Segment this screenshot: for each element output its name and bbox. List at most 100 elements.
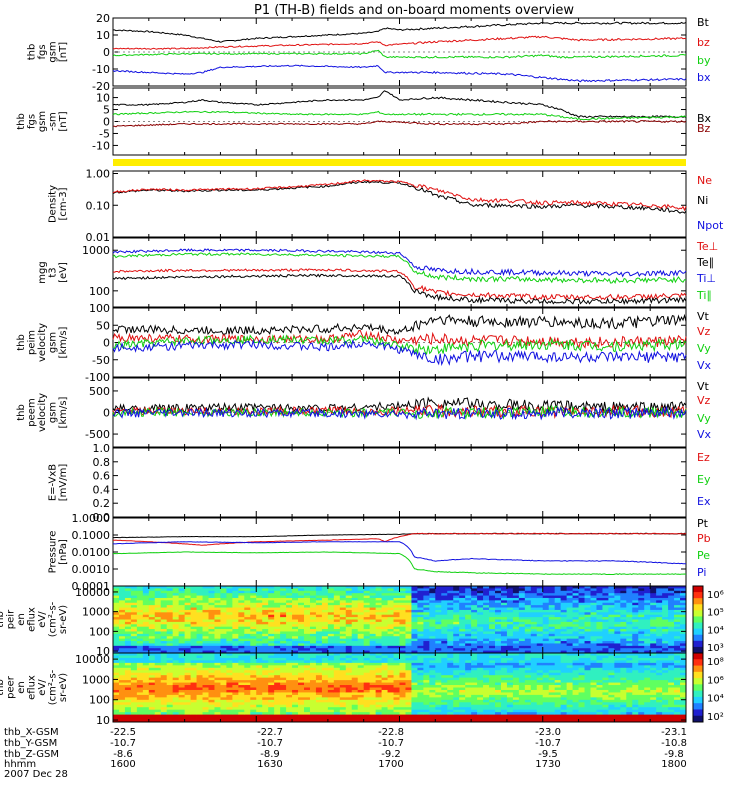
heatmap-cell: [567, 629, 573, 632]
heatmap-cell: [411, 670, 417, 673]
heatmap-cell: [405, 712, 411, 715]
heatmap-cell: [352, 646, 358, 649]
heatmap-cell: [459, 603, 465, 606]
heatmap-cell: [423, 600, 429, 603]
heatmap-cell: [137, 588, 143, 591]
heatmap-cell: [435, 591, 441, 594]
heatmap-cell: [214, 702, 220, 705]
heatmap-cell: [483, 634, 489, 637]
heatmap-cell: [220, 712, 226, 715]
heatmap-cell: [185, 665, 191, 668]
heatmap-cell: [185, 612, 191, 615]
heatmap-cell: [477, 636, 483, 639]
heatmap-cell: [346, 596, 352, 599]
heatmap-cell: [167, 675, 173, 678]
heatmap-cell: [614, 636, 620, 639]
heatmap-cell: [161, 627, 167, 630]
heatmap-cell: [143, 631, 149, 634]
heatmap-cell: [328, 629, 334, 632]
heatmap-cell: [352, 636, 358, 639]
heatmap-cell: [232, 700, 238, 703]
heatmap-cell: [125, 660, 131, 663]
heatmap-cell: [459, 615, 465, 618]
heatmap-cell: [543, 617, 549, 620]
heatmap-cell: [274, 702, 280, 705]
heatmap-cell: [143, 710, 149, 713]
heatmap-cell: [209, 663, 215, 666]
heatmap-cell: [137, 600, 143, 603]
heatmap-cell: [358, 624, 364, 627]
heatmap-cell: [394, 670, 400, 673]
heatmap-cell: [340, 593, 346, 596]
y-tick-label: 1.0000: [72, 512, 111, 525]
heatmap-cell: [382, 690, 388, 693]
heatmap-cell: [447, 707, 453, 710]
heatmap-cell: [262, 655, 268, 658]
heatmap-cell: [191, 617, 197, 620]
heatmap-cell: [268, 608, 274, 611]
heatmap-cell: [561, 641, 567, 644]
heatmap-cell: [232, 615, 238, 618]
heatmap-cell: [113, 705, 119, 708]
heatmap-cell: [495, 643, 501, 646]
heatmap-cell: [495, 596, 501, 599]
heatmap-cell: [388, 660, 394, 663]
heatmap-cell: [244, 636, 250, 639]
heatmap-cell: [483, 648, 489, 651]
heatmap-cell: [561, 610, 567, 613]
heatmap-cell: [232, 678, 238, 681]
heatmap-cell: [256, 688, 262, 691]
heatmap-cell: [644, 622, 650, 625]
heatmap-cell: [304, 655, 310, 658]
heatmap-cell: [340, 665, 346, 668]
heatmap-cell: [394, 639, 400, 642]
heatmap-cell: [161, 591, 167, 594]
heatmap-cell: [483, 665, 489, 668]
heatmap-cell: [220, 717, 226, 720]
heatmap-cell: [656, 627, 662, 630]
heatmap-cell: [507, 641, 513, 644]
legend-entry: Vt: [697, 380, 710, 393]
heatmap-cell: [280, 675, 286, 678]
heatmap-cell: [143, 629, 149, 632]
heatmap-cell: [119, 596, 125, 599]
heatmap-cell: [447, 622, 453, 625]
heatmap-cell: [244, 678, 250, 681]
heatmap-cell: [220, 639, 226, 642]
heatmap-cell: [274, 631, 280, 634]
heatmap-cell: [411, 702, 417, 705]
heatmap-cell: [417, 685, 423, 688]
heatmap-cell: [328, 608, 334, 611]
heatmap-cell: [316, 692, 322, 695]
heatmap-cell: [370, 675, 376, 678]
heatmap-cell: [250, 600, 256, 603]
heatmap-cell: [662, 648, 668, 651]
heatmap-cell: [405, 605, 411, 608]
heatmap-cell: [579, 610, 585, 613]
heatmap-cell: [262, 646, 268, 649]
heatmap-cell: [674, 620, 680, 623]
heatmap-cell: [209, 715, 215, 718]
heatmap-cell: [346, 663, 352, 666]
heatmap-cell: [131, 688, 137, 691]
heatmap-cell: [316, 608, 322, 611]
heatmap-cell: [322, 678, 328, 681]
heatmap-cell: [322, 700, 328, 703]
heatmap-cell: [232, 643, 238, 646]
heatmap-cell: [304, 685, 310, 688]
heatmap-cell: [292, 712, 298, 715]
heatmap-cell: [364, 617, 370, 620]
heatmap-cell: [292, 663, 298, 666]
heatmap-cell: [238, 690, 244, 693]
heatmap-cell: [137, 663, 143, 666]
heatmap-cell: [400, 705, 406, 708]
heatmap-cell: [280, 612, 286, 615]
heatmap-cell: [125, 670, 131, 673]
heatmap-cell: [292, 685, 298, 688]
heatmap-cell: [441, 692, 447, 695]
heatmap-cell: [256, 717, 262, 720]
heatmap-cell: [638, 636, 644, 639]
heatmap-cell: [519, 603, 525, 606]
heatmap-cell: [340, 715, 346, 718]
